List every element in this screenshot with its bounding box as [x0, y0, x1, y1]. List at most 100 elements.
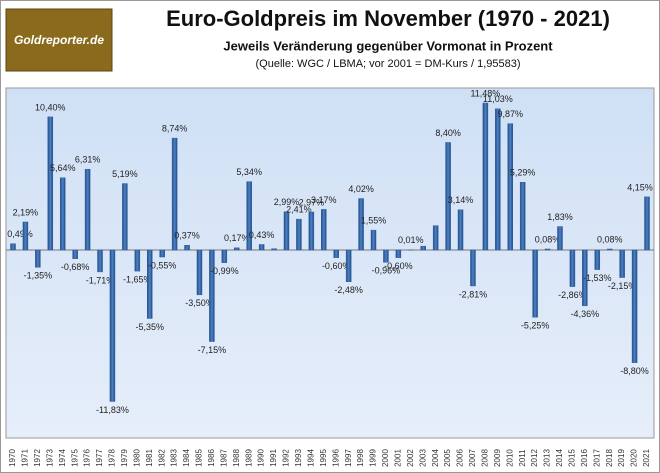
x-tick-label: 1970 — [8, 449, 17, 467]
source: (Quelle: WGC / LBMA; vor 2001 = DM-Kurs … — [255, 58, 520, 70]
value-label: 2,41% — [286, 205, 312, 215]
x-tick-label: 1975 — [70, 449, 79, 467]
bar — [445, 142, 451, 251]
x-tick-label: 2017 — [592, 449, 601, 467]
bar — [10, 243, 16, 251]
bar — [519, 182, 526, 251]
x-tick-label: 1982 — [157, 449, 166, 467]
value-label: 2,97% — [299, 197, 325, 207]
bar — [557, 226, 563, 251]
bar — [345, 249, 352, 282]
value-label: -0,60% — [322, 261, 351, 271]
value-label: 3,17% — [311, 195, 337, 205]
value-label: 5,29% — [510, 168, 536, 178]
bar — [606, 248, 613, 251]
bar — [544, 248, 551, 251]
value-label: -1,71% — [86, 275, 115, 285]
bar — [358, 198, 364, 251]
x-tick-label: 1997 — [344, 449, 353, 467]
bar — [432, 225, 439, 251]
x-tick-label: 1987 — [219, 449, 228, 467]
x-tick-label: 1984 — [182, 449, 191, 467]
bar — [196, 249, 203, 296]
value-label: 1,55% — [361, 216, 387, 226]
bar — [283, 211, 290, 251]
value-label: 6,31% — [75, 155, 101, 165]
x-tick-label: 2004 — [431, 449, 440, 467]
subtitle: Jeweils Veränderung gegenüber Vormonat i… — [223, 38, 553, 53]
x-tick-label: 2001 — [393, 449, 402, 467]
value-label: 11,48% — [470, 88, 500, 98]
bar — [47, 116, 54, 251]
value-label: -8,80% — [620, 366, 649, 376]
bar — [97, 249, 103, 273]
bar — [457, 209, 464, 251]
value-label: 8,74% — [162, 124, 188, 134]
bar — [171, 137, 178, 251]
value-label: 1,83% — [547, 212, 573, 222]
value-label: 3,14% — [448, 195, 474, 205]
x-tick-label: 2014 — [555, 449, 564, 467]
x-tick-label: 2010 — [505, 449, 514, 467]
x-tick-label: 1985 — [195, 449, 204, 467]
value-label: 0,37% — [174, 231, 200, 241]
bar — [470, 249, 476, 287]
value-label: 0,08% — [597, 234, 623, 244]
x-tick-label: 2002 — [406, 449, 415, 467]
value-label: -5,25% — [521, 321, 550, 331]
logo-box — [5, 8, 113, 72]
value-label: 4,02% — [348, 184, 374, 194]
bar — [495, 108, 501, 251]
value-label: 0,01% — [398, 235, 424, 245]
bar — [321, 209, 327, 251]
x-tick-label: 1977 — [95, 449, 104, 467]
x-tick-label: 2013 — [543, 449, 552, 467]
value-label: -11,83% — [96, 405, 129, 415]
bar — [72, 249, 78, 259]
bar — [532, 249, 538, 318]
bar — [122, 183, 128, 251]
x-tick-label: 1999 — [369, 449, 378, 467]
x-tick-label: 1998 — [356, 449, 365, 467]
value-label: -1,35% — [24, 271, 53, 281]
x-tick-label: 2011 — [518, 449, 527, 467]
bar — [84, 168, 91, 251]
value-label: 8,40% — [435, 128, 461, 138]
bar — [159, 249, 165, 258]
bar — [271, 248, 277, 251]
value-label: 0,08% — [535, 234, 561, 244]
value-label: -0,68% — [61, 262, 90, 272]
bar — [383, 249, 389, 263]
bar — [184, 245, 190, 251]
bar — [420, 245, 426, 251]
bar — [582, 249, 588, 307]
value-label: -2,81% — [459, 289, 488, 299]
value-label: 0,17% — [224, 233, 250, 243]
x-tick-label: 1978 — [108, 449, 117, 467]
bar — [644, 196, 650, 251]
value-label: 11,03% — [483, 94, 513, 104]
logo: Goldreporter.de — [14, 33, 104, 47]
bar — [482, 102, 489, 251]
bar — [109, 249, 116, 402]
value-label: -0,60% — [384, 261, 413, 271]
bar — [146, 249, 153, 319]
bar — [209, 249, 215, 342]
value-label: -7,15% — [198, 345, 227, 355]
bar — [59, 177, 66, 251]
bar — [507, 123, 514, 251]
value-label: 0,49% — [7, 229, 33, 239]
value-label: -5,35% — [135, 322, 164, 332]
value-label: -1,65% — [123, 274, 152, 284]
bar — [258, 244, 265, 251]
x-tick-label: 2007 — [468, 449, 477, 467]
x-tick-label: 2020 — [630, 449, 639, 467]
x-tick-label: 1974 — [58, 449, 67, 467]
value-label: 4,15% — [627, 182, 653, 192]
x-tick-label: 1994 — [306, 449, 315, 467]
x-tick-label: 1989 — [244, 449, 253, 467]
x-tick-label: 1990 — [257, 449, 266, 467]
x-tick-label: 2019 — [617, 449, 626, 467]
x-tick-label: 2008 — [481, 449, 490, 467]
x-tick-label: 2003 — [418, 449, 427, 467]
